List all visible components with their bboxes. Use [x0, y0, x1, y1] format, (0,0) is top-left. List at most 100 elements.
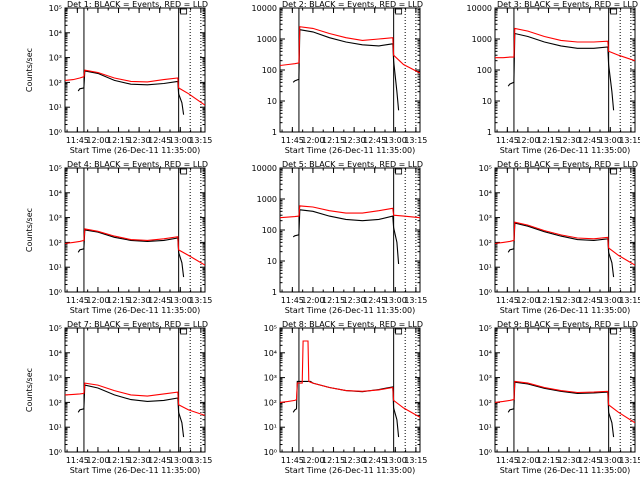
y-tick-label: 10⁰ — [49, 128, 62, 137]
y-tick-label: 10⁵ — [479, 164, 492, 173]
marker-flag — [395, 168, 403, 175]
series-events-black — [77, 229, 185, 278]
x-tick-label: 13:00 — [384, 296, 407, 305]
x-tick-label: 12:00 — [301, 136, 324, 145]
x-axis-label: Start Time (26-Dec-11 11:35:00) — [285, 146, 416, 155]
x-tick-label: 12:30 — [558, 136, 581, 145]
series-lld-red — [280, 26, 420, 74]
y-tick-label: 10⁰ — [49, 288, 62, 297]
marker-flag — [610, 328, 618, 335]
y-tick-label: 10³ — [479, 374, 492, 383]
y-tick-label: 10 — [482, 97, 492, 106]
panel-det-9: Det 9: BLACK = Events, RED = LLD 10⁰ 10¹ 10… — [479, 320, 640, 475]
y-tick-label: 10³ — [479, 214, 492, 223]
x-tick-label: 12:45 — [363, 296, 386, 305]
y-tick-label: 100 — [477, 66, 492, 75]
y-tick-label: 10⁴ — [479, 189, 492, 198]
x-tick-label: 13:00 — [384, 136, 407, 145]
series-lld-red — [280, 340, 420, 418]
x-tick-label: 13:15 — [619, 296, 640, 305]
y-axis-label: Counts/sec — [25, 208, 34, 252]
y-tick-label: 10² — [49, 398, 62, 407]
x-tick-label: 13:00 — [599, 456, 622, 465]
x-axis-label: Start Time (26-Dec-11 11:35:00) — [500, 466, 631, 475]
y-tick-label: 10⁴ — [264, 349, 277, 358]
series-events-black — [507, 381, 615, 438]
x-tick-label: 12:45 — [363, 136, 386, 145]
x-tick-label: 13:15 — [619, 456, 640, 465]
plot-frame — [279, 327, 421, 453]
x-tick-label: 12:30 — [128, 136, 151, 145]
series-events-black — [507, 222, 615, 278]
y-tick-label: 10 — [267, 97, 277, 106]
x-tick-label: 12:45 — [363, 456, 386, 465]
y-axis-label: Counts/sec — [25, 368, 34, 412]
x-tick-label: 11:45 — [496, 136, 519, 145]
y-tick-label: 10⁰ — [264, 448, 277, 457]
x-tick-label: 13:15 — [404, 456, 427, 465]
x-tick-label: 12:00 — [86, 456, 109, 465]
y-tick-label: 10³ — [49, 214, 62, 223]
y-tick-label: 10¹ — [264, 423, 277, 432]
x-tick-label: 12:15 — [322, 136, 345, 145]
series-lld-red — [65, 228, 205, 266]
y-tick-label: 10² — [479, 238, 492, 247]
y-tick-label: 10² — [49, 238, 62, 247]
x-tick-label: 13:00 — [169, 296, 192, 305]
y-tick-label: 10⁵ — [49, 164, 62, 173]
x-tick-label: 11:45 — [496, 456, 519, 465]
series-lld-red — [65, 382, 205, 416]
y-tick-label: 10² — [479, 398, 492, 407]
y-tick-label: 10¹ — [479, 263, 492, 272]
panel-title: Det 5: BLACK = Events, RED = LLD — [282, 160, 423, 169]
x-axis-label: Start Time (26-Dec-11 11:35:00) — [500, 306, 631, 315]
marker-flag — [395, 328, 403, 335]
x-tick-label: 12:45 — [578, 456, 601, 465]
y-tick-label: 10² — [49, 78, 62, 87]
y-tick-label: 10¹ — [49, 423, 62, 432]
panel-det-7: Det 7: BLACK = Events, RED = LLD 10⁰ 10¹ 10… — [25, 320, 212, 475]
y-tick-label: 1 — [487, 128, 492, 137]
x-tick-label: 12:45 — [578, 296, 601, 305]
series-lld-red — [495, 27, 635, 62]
y-tick-label: 10¹ — [479, 423, 492, 432]
x-tick-label: 12:45 — [148, 296, 171, 305]
x-tick-label: 12:30 — [128, 296, 151, 305]
y-tick-label: 10² — [264, 398, 277, 407]
panel-title: Det 6: BLACK = Events, RED = LLD — [497, 160, 638, 169]
y-tick-label: 10000 — [467, 4, 492, 13]
x-tick-label: 13:15 — [404, 136, 427, 145]
x-tick-label: 12:00 — [86, 136, 109, 145]
x-tick-label: 13:15 — [189, 296, 212, 305]
y-tick-label: 10⁵ — [49, 324, 62, 333]
x-tick-label: 12:00 — [516, 456, 539, 465]
y-tick-label: 10⁴ — [479, 349, 492, 358]
x-tick-label: 13:15 — [404, 296, 427, 305]
y-tick-label: 10⁴ — [49, 349, 62, 358]
y-tick-label: 1000 — [257, 195, 277, 204]
x-tick-label: 12:15 — [537, 136, 560, 145]
marker-flag — [610, 168, 618, 175]
series-events-black — [507, 32, 615, 111]
x-tick-label: 11:45 — [66, 136, 89, 145]
x-axis-label: Start Time (26-Dec-11 11:35:00) — [500, 146, 631, 155]
y-tick-label: 10⁵ — [49, 4, 62, 13]
y-tick-label: 10¹ — [49, 103, 62, 112]
y-tick-label: 100 — [262, 66, 277, 75]
panel-det-4: Det 4: BLACK = Events, RED = LLD 10⁰ 10¹ 10… — [25, 160, 212, 315]
y-tick-label: 10000 — [252, 4, 277, 13]
y-tick-label: 10⁵ — [264, 324, 277, 333]
x-tick-label: 12:15 — [107, 136, 130, 145]
plot-frame — [494, 327, 636, 453]
x-tick-label: 12:45 — [148, 456, 171, 465]
panel-det-1: Det 1: BLACK = Events, RED = LLD 10⁰ 10¹ 10… — [25, 0, 212, 155]
x-tick-label: 12:15 — [537, 296, 560, 305]
x-axis-label: Start Time (26-Dec-11 11:35:00) — [70, 146, 201, 155]
plot-frame — [64, 7, 206, 133]
panel-title: Det 7: BLACK = Events, RED = LLD — [67, 320, 208, 329]
x-tick-label: 11:45 — [281, 296, 304, 305]
x-tick-label: 12:00 — [301, 456, 324, 465]
x-axis-label: Start Time (26-Dec-11 11:35:00) — [70, 306, 201, 315]
panel-det-3: Det 3: BLACK = Events, RED = LLD 1 10 100 10… — [467, 0, 640, 155]
